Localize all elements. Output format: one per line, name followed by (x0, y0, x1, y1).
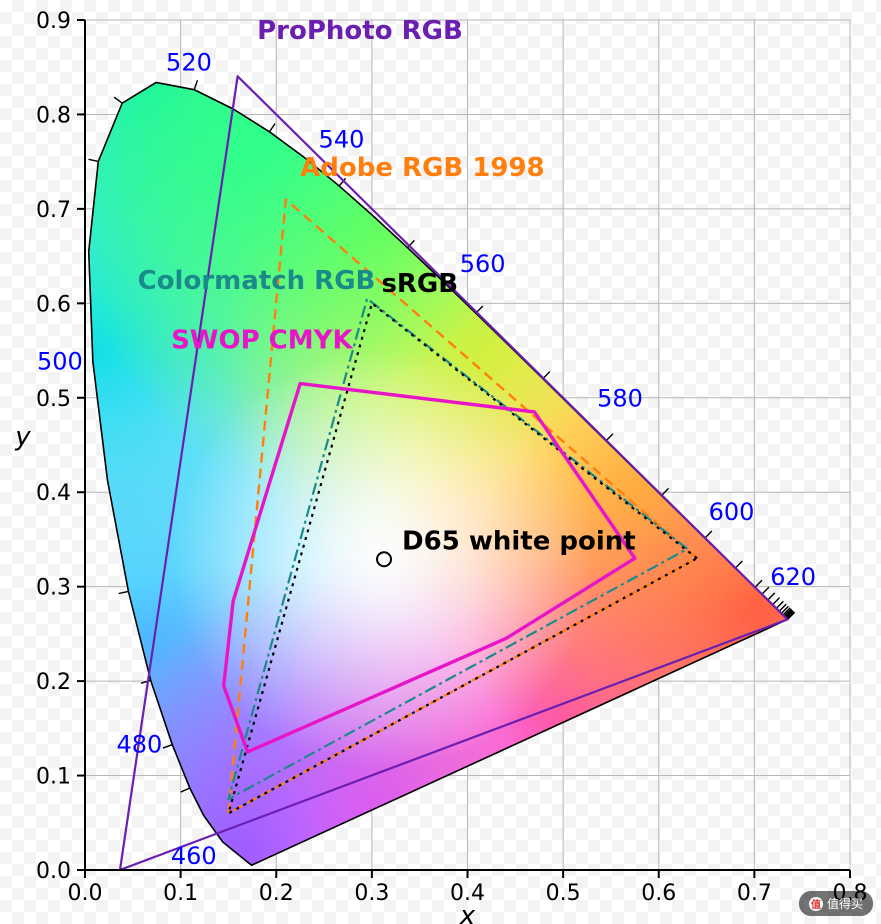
watermark-badge: 值 值得买 (799, 891, 873, 916)
x-axis-title: x (459, 901, 476, 924)
x-tick-label: 0.1 (163, 881, 198, 906)
y-tick-label: 0.3 (36, 576, 71, 601)
y-axis-title: y (14, 422, 31, 452)
wavelength-label-600: 600 (709, 498, 755, 526)
x-tick-label: 0.3 (354, 881, 389, 906)
x-tick-label: 0.2 (259, 881, 294, 906)
x-tick-label: 0.7 (737, 881, 772, 906)
wavelength-label-500: 500 (37, 348, 83, 376)
wavelength-label-480: 480 (116, 731, 162, 759)
gamut-label-colormatch-rgb: Colormatch RGB (138, 266, 376, 296)
x-tick-label: 0.0 (68, 881, 103, 906)
y-tick-label: 0.1 (36, 765, 71, 790)
wavelength-label-520: 520 (166, 49, 212, 77)
wavelength-label-580: 580 (597, 384, 643, 412)
wavelength-label-620: 620 (770, 563, 816, 591)
y-tick-label: 0.5 (36, 387, 71, 412)
y-tick-label: 0.6 (36, 292, 71, 317)
y-tick-label: 0.9 (36, 9, 71, 34)
y-axis: 0.0 0.1 0.2 0.3 0.4 0.5 0.6 0.7 0.8 0.9 (36, 9, 85, 884)
gamut-label-prophoto-rgb: ProPhoto RGB (257, 16, 463, 46)
chromaticity-diagram: D65 white point 460 480 500 520 540 560 580 600… (0, 0, 881, 924)
y-tick-label: 0.2 (36, 670, 71, 695)
y-tick-label: 0.0 (36, 859, 71, 884)
x-tick-label: 0.5 (546, 881, 581, 906)
gamut-label-srgb: sRGB (381, 269, 458, 299)
wavelength-label-560: 560 (460, 250, 506, 278)
plot-area: D65 white point 460 480 500 520 540 560 580 600… (14, 9, 867, 924)
wavelength-label-460: 460 (171, 842, 217, 870)
y-tick-label: 0.4 (36, 481, 71, 506)
y-tick-label: 0.8 (36, 103, 71, 128)
x-tick-label: 0.6 (641, 881, 676, 906)
gamut-label-adobe-rgb-1998: Adobe RGB 1998 (300, 153, 545, 183)
watermark-text: 值得买 (827, 895, 863, 912)
wavelength-label-540: 540 (319, 126, 365, 154)
gamut-label-swop-cmyk: SWOP CMYK (171, 326, 353, 356)
watermark-icon: 值 (809, 897, 823, 911)
y-tick-label: 0.7 (36, 198, 71, 223)
d65-white-point-label: D65 white point (402, 526, 636, 556)
